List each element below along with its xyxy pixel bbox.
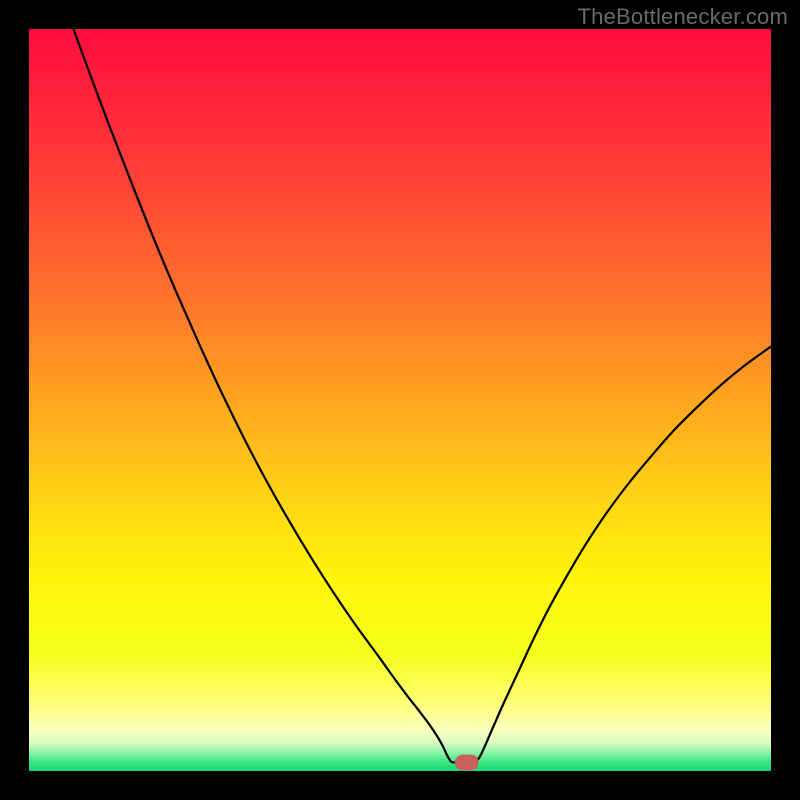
chart-svg	[29, 29, 771, 771]
bottleneck-chart: TheBottlenecker.com	[0, 0, 800, 800]
plot-area	[29, 29, 771, 771]
watermark-text: TheBottlenecker.com	[578, 4, 788, 30]
